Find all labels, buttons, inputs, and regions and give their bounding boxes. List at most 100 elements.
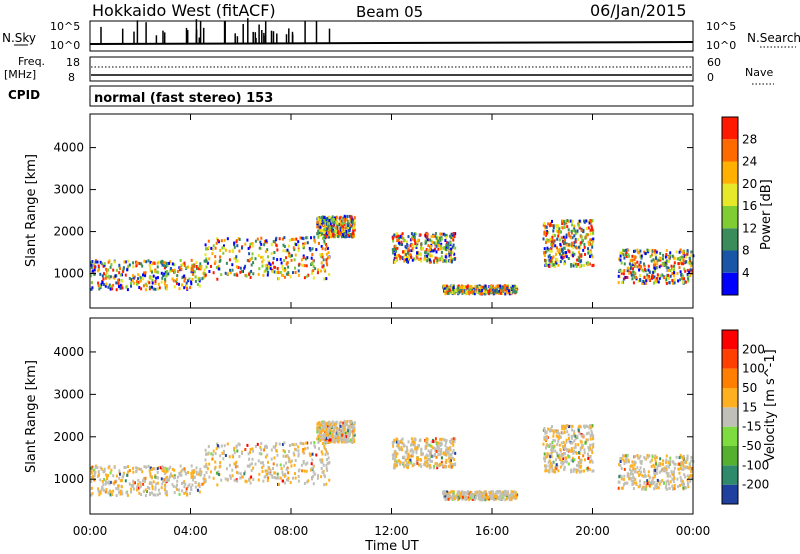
power-echo-cell <box>164 270 167 274</box>
velocity-echo-cell <box>436 444 439 448</box>
power-echo-cell <box>165 285 168 289</box>
power-echo-cell <box>671 279 674 283</box>
power-echo-cell <box>556 237 559 241</box>
velocity-echo-cell <box>588 426 591 430</box>
power-echo-cell <box>398 241 401 245</box>
velocity-echo-cell <box>168 467 171 471</box>
power-echo-cell <box>327 224 330 228</box>
power-echo-cell <box>339 226 342 230</box>
power-echo-cell <box>401 236 403 240</box>
power-echo-cell <box>275 270 278 274</box>
velocity-echo-cell <box>311 477 313 481</box>
velocity-echo-cell <box>297 452 300 456</box>
power-echo-cell <box>345 229 348 233</box>
power-echo-cell <box>343 231 346 235</box>
power-echo-cell <box>583 245 586 249</box>
velocity-echo-cell <box>542 428 545 432</box>
power-echo-cell <box>287 271 290 275</box>
power-echo-cell <box>317 268 319 272</box>
velocity-echo-cell <box>439 452 442 456</box>
velocity-echo-cell <box>439 437 442 441</box>
velocity-echo-cell <box>650 458 653 462</box>
power-echo-cell <box>176 274 179 278</box>
velocity-echo-cell <box>676 477 679 481</box>
power-echo-cell <box>640 254 643 258</box>
power-echo-cell <box>690 264 693 268</box>
velocity-echo-cell <box>665 458 668 462</box>
velocity-echo-cell <box>669 480 672 484</box>
power-echo-cell <box>397 238 400 242</box>
velocity-echo-cell <box>97 487 100 491</box>
velocity-echo-cell <box>446 497 449 501</box>
power-echo-cell <box>448 251 451 255</box>
velocity-echo-cell <box>156 481 159 485</box>
velocity-echo-cell <box>589 455 592 459</box>
velocity-echo-cell <box>196 488 199 492</box>
power-echo-cell <box>619 254 622 258</box>
power-echo-cell <box>557 232 560 235</box>
power-echo-cell <box>638 268 641 272</box>
velocity-echo-cell <box>444 444 447 448</box>
power-echo-cell <box>669 274 672 278</box>
velocity-echo-cell <box>434 462 437 466</box>
velocity-panel-frame <box>89 317 694 515</box>
power-echo-cell <box>591 228 594 232</box>
power-echo-cell <box>577 263 580 266</box>
power-echo-cell <box>662 262 665 266</box>
freq-label: Freq. <box>18 55 45 68</box>
velocity-echo-cell <box>436 462 439 466</box>
velocity-echo-cell <box>336 426 339 430</box>
power-echo-cell <box>424 241 427 245</box>
power-echo-cell <box>136 261 139 265</box>
velocity-echo-cell <box>433 446 436 450</box>
velocity-echo-cell <box>434 447 437 451</box>
velocity-echo-cell <box>333 440 336 444</box>
velocity-echo-cell <box>690 455 693 459</box>
velocity-echo-cell <box>260 452 263 456</box>
velocity-echo-cell <box>664 469 667 472</box>
velocity-echo-cell <box>102 470 105 474</box>
velocity-echo-cell <box>654 467 656 471</box>
velocity-echo-cell <box>219 461 222 464</box>
velocity-echo-cell <box>457 490 460 494</box>
velocity-colorbar-swatch <box>722 368 738 388</box>
time-x-ticks: 00:00 04:00 08:00 12:00 16:00 20:00 00:00 <box>73 114 710 538</box>
power-echo-cell <box>108 276 111 280</box>
power-echo-cell <box>401 243 404 246</box>
power-echo-cell <box>99 272 102 276</box>
noise-sky-trace <box>89 18 694 45</box>
power-echo-cell <box>570 253 573 257</box>
power-echo-cell <box>579 241 582 245</box>
velocity-echo-cell <box>103 467 106 471</box>
power-echo-cell <box>318 216 321 220</box>
velocity-echo-cell <box>581 443 584 447</box>
velocity-echo-cell <box>173 491 176 495</box>
velocity-colorbar-swatch <box>722 426 738 446</box>
velocity-echo-cell <box>664 460 667 464</box>
velocity-echo-cell <box>680 455 683 459</box>
power-echo-cell <box>451 245 454 249</box>
power-echo-cell <box>669 254 672 258</box>
velocity-echo-cell <box>451 441 454 445</box>
power-echo-cell <box>249 257 252 261</box>
power-echo-cell <box>450 253 452 257</box>
velocity-echo-cell <box>344 431 347 435</box>
velocity-echo-cell <box>193 475 196 479</box>
power-echo-cell <box>233 241 236 245</box>
power-echo-cell <box>646 276 649 280</box>
velocity-echo-cell <box>226 477 229 481</box>
power-echo-cell <box>233 245 236 249</box>
power-echo-cell <box>353 224 356 228</box>
velocity-echo-cell <box>102 483 105 487</box>
velocity-echo-cell <box>195 466 198 470</box>
power-echo-cell <box>179 259 182 262</box>
power-echo-cell <box>220 273 223 277</box>
power-echo-cell <box>228 258 231 262</box>
velocity-echo-cell <box>198 490 201 494</box>
power-echo-cell <box>201 277 204 281</box>
power-echo-cell <box>246 238 249 242</box>
velocity-echo-cell <box>332 440 335 444</box>
power-echo-cell <box>117 278 120 282</box>
power-echo-cell <box>589 238 592 242</box>
velocity-echo-cell <box>322 442 324 445</box>
